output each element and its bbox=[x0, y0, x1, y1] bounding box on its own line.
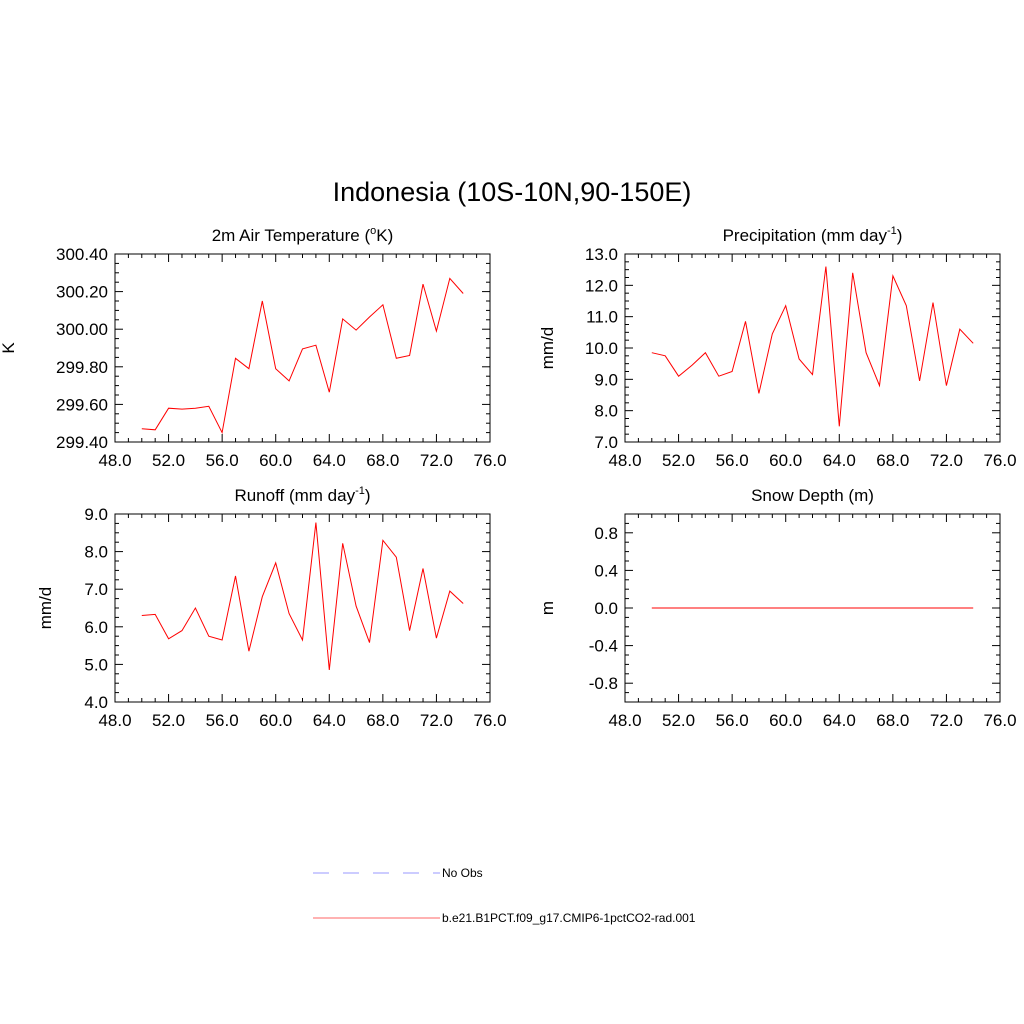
x-tick-label: 60.0 bbox=[259, 711, 292, 730]
x-tick-label: 60.0 bbox=[769, 711, 802, 730]
panel-snow-depth: Snow Depth (m) m 48.0 52.0 56.0 60.0 64.0 68.0 7… bbox=[538, 486, 1017, 730]
y-tick-label: -0.4 bbox=[589, 637, 618, 656]
series-line bbox=[651, 266, 974, 427]
y-tick-label: 9.0 bbox=[594, 370, 618, 389]
y-tick-label: 5.0 bbox=[84, 655, 108, 674]
x-tick-label: 68.0 bbox=[876, 711, 909, 730]
x-tick-label: 68.0 bbox=[366, 711, 399, 730]
legend-label-no-obs: No Obs bbox=[442, 866, 483, 880]
x-tick-label: 56.0 bbox=[716, 711, 749, 730]
x-tick-label: 56.0 bbox=[716, 451, 749, 470]
x-tick-label: 76.0 bbox=[983, 711, 1016, 730]
y-tick-label: 299.80 bbox=[56, 358, 108, 377]
panel-runoff: Runoff (mm day-1) mm/d 48.0 52.0 56.0 60.0 64.… bbox=[36, 485, 507, 730]
x-tick-label: 72.0 bbox=[420, 711, 453, 730]
x-tick-label: 72.0 bbox=[930, 711, 963, 730]
y-tick-label: 300.40 bbox=[56, 245, 108, 264]
panel-temperature: 2m Air Temperature (oK) K 48.0 52.0 56.0 60.0… bbox=[0, 225, 507, 470]
y-tick-label: 0.0 bbox=[594, 599, 618, 618]
y-tick-label: 12.0 bbox=[585, 276, 618, 295]
x-tick-label: 76.0 bbox=[473, 451, 506, 470]
plot-frame bbox=[114, 253, 491, 443]
x-tick-label: 52.0 bbox=[662, 711, 695, 730]
x-tick-label: 64.0 bbox=[823, 711, 856, 730]
x-tick-label: 64.0 bbox=[823, 451, 856, 470]
panel-precipitation: Precipitation (mm day-1) mm/d 48.0 52.0 56.0… bbox=[538, 225, 1017, 470]
y-tick-label: 10.0 bbox=[585, 339, 618, 358]
x-tick-label: 48.0 bbox=[98, 711, 131, 730]
series-line bbox=[141, 277, 464, 435]
y-tick-label: 299.60 bbox=[56, 395, 108, 414]
y-tick-label: 8.0 bbox=[594, 402, 618, 421]
x-tick-label: 56.0 bbox=[206, 451, 239, 470]
y-tick-label: 13.0 bbox=[585, 245, 618, 264]
legend-label-model: b.e21.B1PCT.f09_g17.CMIP6-1pctCO2-rad.00… bbox=[442, 911, 696, 925]
x-tick-label: 68.0 bbox=[876, 451, 909, 470]
panel-title: Runoff (mm day-1) bbox=[234, 485, 370, 505]
series-line bbox=[141, 522, 464, 671]
y-tick-label: 299.40 bbox=[56, 433, 108, 452]
x-tick-label: 72.0 bbox=[420, 451, 453, 470]
x-tick-label: 64.0 bbox=[313, 451, 346, 470]
y-tick-label: 7.0 bbox=[84, 580, 108, 599]
figure-title: Indonesia (10S-10N,90-150E) bbox=[333, 177, 692, 207]
legend: No Obs b.e21.B1PCT.f09_g17.CMIP6-1pctCO2… bbox=[313, 866, 696, 925]
x-tick-label: 52.0 bbox=[662, 451, 695, 470]
x-tick-label: 60.0 bbox=[259, 451, 292, 470]
x-tick-label: 52.0 bbox=[152, 711, 185, 730]
x-tick-label: 60.0 bbox=[769, 451, 802, 470]
y-axis-label: mm/d bbox=[36, 587, 55, 630]
y-tick-label: 0.8 bbox=[594, 524, 618, 543]
x-tick-label: 56.0 bbox=[206, 711, 239, 730]
x-tick-label: 72.0 bbox=[930, 451, 963, 470]
x-tick-label: 76.0 bbox=[473, 711, 506, 730]
x-tick-label: 68.0 bbox=[366, 451, 399, 470]
x-tick-label: 48.0 bbox=[98, 451, 131, 470]
y-tick-label: 300.20 bbox=[56, 283, 108, 302]
x-tick-label: 48.0 bbox=[608, 711, 641, 730]
plot-frame bbox=[114, 513, 491, 703]
y-tick-label: 8.0 bbox=[84, 543, 108, 562]
y-tick-label: 6.0 bbox=[84, 618, 108, 637]
x-tick-label: 52.0 bbox=[152, 451, 185, 470]
y-tick-label: 9.0 bbox=[84, 505, 108, 524]
y-tick-label: -0.8 bbox=[589, 674, 618, 693]
x-tick-label: 48.0 bbox=[608, 451, 641, 470]
y-tick-label: 4.0 bbox=[84, 693, 108, 712]
x-tick-label: 64.0 bbox=[313, 711, 346, 730]
y-axis-label: K bbox=[0, 342, 18, 354]
x-tick-label: 76.0 bbox=[983, 451, 1016, 470]
y-axis-label: m bbox=[538, 601, 557, 615]
y-axis-label: mm/d bbox=[538, 327, 557, 370]
y-tick-label: 300.00 bbox=[56, 320, 108, 339]
y-tick-label: 7.0 bbox=[594, 433, 618, 452]
panel-title: Precipitation (mm day-1) bbox=[723, 225, 903, 245]
panel-title: Snow Depth (m) bbox=[751, 486, 874, 505]
y-tick-label: 11.0 bbox=[586, 308, 618, 327]
y-tick-label: 0.4 bbox=[594, 561, 618, 580]
panel-title: 2m Air Temperature (oK) bbox=[212, 225, 394, 245]
plot-frame bbox=[624, 253, 1001, 443]
